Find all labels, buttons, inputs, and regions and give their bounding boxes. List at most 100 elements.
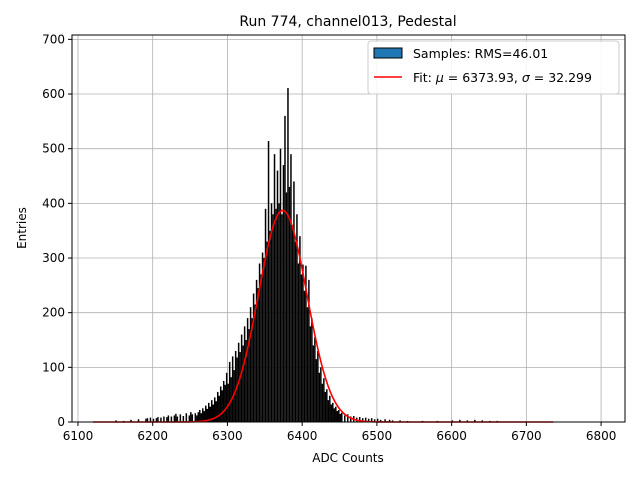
y-axis-ticks: 0 100 200 300 400 500 600 700 [42, 32, 72, 429]
histogram-bar [212, 404, 214, 422]
histogram-bar [233, 370, 235, 422]
histogram-bar [338, 409, 340, 422]
x-tick-label: 6100 [63, 429, 94, 443]
histogram-bar [221, 390, 223, 422]
histogram-bar [481, 420, 484, 422]
histogram-bar [321, 383, 324, 422]
y-tick-label: 600 [42, 87, 65, 101]
histogram-bar [339, 413, 342, 422]
histogram-bar [278, 203, 280, 422]
histogram-bar [367, 418, 370, 422]
histogram-bar [466, 420, 469, 422]
histogram-bar [263, 258, 265, 422]
histogram-bar [349, 416, 352, 422]
y-tick-label: 500 [42, 142, 65, 156]
histogram-bar [213, 397, 216, 422]
histogram-bar [215, 401, 217, 422]
histogram-bar [314, 337, 316, 422]
histogram-bar [344, 415, 346, 422]
histogram-bar [269, 230, 271, 422]
histogram-bar [318, 372, 321, 422]
histogram-bar [358, 417, 361, 422]
histogram-bar [312, 345, 315, 422]
histogram-bar [320, 367, 322, 422]
histogram-bar [284, 115, 286, 422]
histogram-bar [252, 293, 255, 422]
x-tick-label: 6500 [362, 429, 393, 443]
histogram-bar [332, 402, 334, 422]
histogram-bar [199, 409, 201, 422]
x-tick-label: 6800 [586, 429, 617, 443]
histogram-bar [239, 352, 241, 422]
x-tick-label: 6300 [212, 429, 243, 443]
histogram-bar [323, 378, 325, 422]
y-axis-label: Entries [15, 207, 29, 249]
histogram-bars [115, 88, 498, 423]
histogram-bar [305, 265, 307, 422]
histogram-bar [361, 418, 364, 422]
histogram-bar [299, 236, 301, 422]
histogram-bar [341, 412, 343, 422]
histogram-bar [255, 279, 258, 422]
histogram-bar [185, 413, 188, 422]
histogram-bar [373, 419, 376, 422]
histogram-bar [242, 345, 244, 422]
histogram-bar [209, 406, 211, 422]
histogram-bar [206, 408, 209, 422]
histogram-bar [115, 420, 117, 422]
histogram-bar [190, 412, 192, 422]
histogram-bar [240, 334, 243, 422]
histogram-bar [261, 252, 264, 422]
histogram-bar [175, 413, 177, 422]
histogram-bar [146, 418, 149, 422]
histogram-bar [317, 350, 319, 422]
histogram-bar [179, 414, 182, 422]
histogram-bar [249, 307, 252, 422]
histogram-bar [347, 414, 349, 422]
histogram-bar [210, 400, 213, 422]
histogram-bar [282, 165, 285, 423]
plot-frame [71, 34, 626, 423]
legend-box [367, 40, 620, 95]
histogram-bar [205, 405, 207, 422]
histogram-bar [287, 88, 289, 423]
histogram-bar [222, 381, 225, 422]
x-tick-label: 6700 [511, 429, 542, 443]
histogram-bar [208, 402, 210, 422]
y-tick-label: 100 [42, 360, 65, 374]
histogram-bar [399, 420, 401, 422]
histogram-bar [231, 356, 234, 422]
histogram-bar [137, 419, 140, 422]
histogram-bar [333, 408, 336, 422]
histogram-bar [294, 241, 297, 422]
x-tick-label: 6200 [137, 429, 168, 443]
histogram-bar [364, 417, 367, 422]
histogram-bar [296, 214, 298, 422]
histogram-bar [326, 389, 328, 422]
histogram-bar [267, 141, 270, 423]
x-axis-label: ADC Counts [312, 451, 384, 465]
histogram-bar [329, 395, 331, 422]
histogram-bar [266, 241, 268, 422]
histogram-bar [384, 419, 386, 422]
histogram-bar [474, 419, 476, 422]
histogram-bar [459, 419, 461, 422]
x-tick-label: 6600 [436, 429, 467, 443]
histogram-bar [293, 181, 295, 422]
histogram-bar [251, 318, 253, 422]
histogram-bar [290, 154, 292, 422]
histogram-bar [243, 326, 246, 422]
histogram-bar [203, 411, 206, 422]
histogram-bar [285, 192, 288, 422]
histogram-bar [188, 415, 191, 422]
histogram-bar [451, 420, 454, 422]
histogram-bar [335, 406, 337, 422]
histogram-bar [149, 417, 152, 422]
histogram-bar [196, 415, 198, 422]
histogram-bar [308, 279, 310, 422]
histogram-bar [219, 386, 222, 422]
histogram-bar [157, 417, 159, 422]
histogram-bar [260, 274, 262, 422]
y-tick-label: 700 [42, 32, 65, 46]
